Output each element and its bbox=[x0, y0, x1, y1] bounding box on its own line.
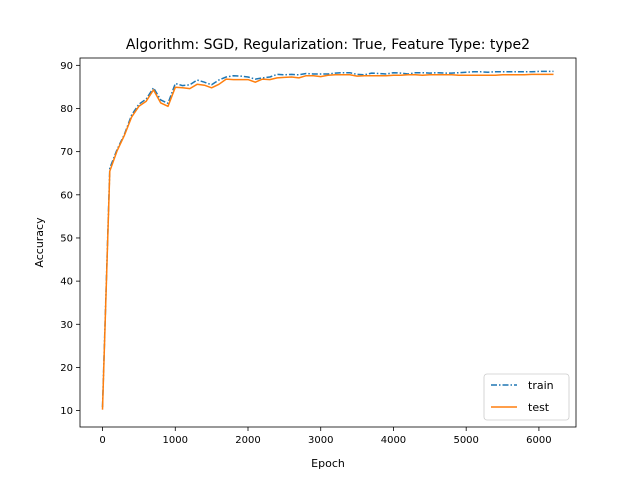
x-axis-label: Epoch bbox=[311, 457, 345, 470]
series-line-train bbox=[101, 70, 554, 408]
x-tick-label: 0 bbox=[99, 435, 105, 446]
legend-label-train: train bbox=[528, 379, 554, 392]
y-tick-label: 70 bbox=[60, 147, 73, 158]
y-axis: 10 20 30 40 50 60 70 80 90 bbox=[60, 61, 80, 417]
legend: train test bbox=[483, 373, 570, 421]
x-tick-label: 3000 bbox=[308, 435, 333, 446]
series-line-test bbox=[101, 73, 554, 410]
axes-frame bbox=[79, 57, 577, 428]
y-tick-label: 10 bbox=[60, 406, 73, 417]
x-tick-label: 5000 bbox=[453, 435, 478, 446]
chart-title: Algorithm: SGD, Regularization: True, Fe… bbox=[126, 37, 530, 53]
legend-label-test: test bbox=[528, 401, 550, 414]
y-tick-label: 40 bbox=[60, 277, 73, 288]
legend-box bbox=[483, 373, 570, 421]
y-tick-label: 30 bbox=[60, 320, 73, 331]
x-tick-label: 4000 bbox=[381, 435, 406, 446]
x-axis: 0 1000 2000 3000 4000 5000 6000 bbox=[99, 427, 552, 446]
y-tick-label: 90 bbox=[60, 61, 73, 72]
y-tick-label: 60 bbox=[60, 190, 73, 201]
y-tick-label: 50 bbox=[60, 233, 73, 244]
x-tick-label: 2000 bbox=[235, 435, 260, 446]
x-tick-label: 1000 bbox=[163, 435, 188, 446]
x-tick-label: 6000 bbox=[526, 435, 551, 446]
y-tick-label: 20 bbox=[60, 363, 73, 374]
y-tick-label: 80 bbox=[60, 104, 73, 115]
y-axis-label: Accuracy bbox=[33, 217, 46, 268]
plot-area bbox=[101, 70, 554, 410]
